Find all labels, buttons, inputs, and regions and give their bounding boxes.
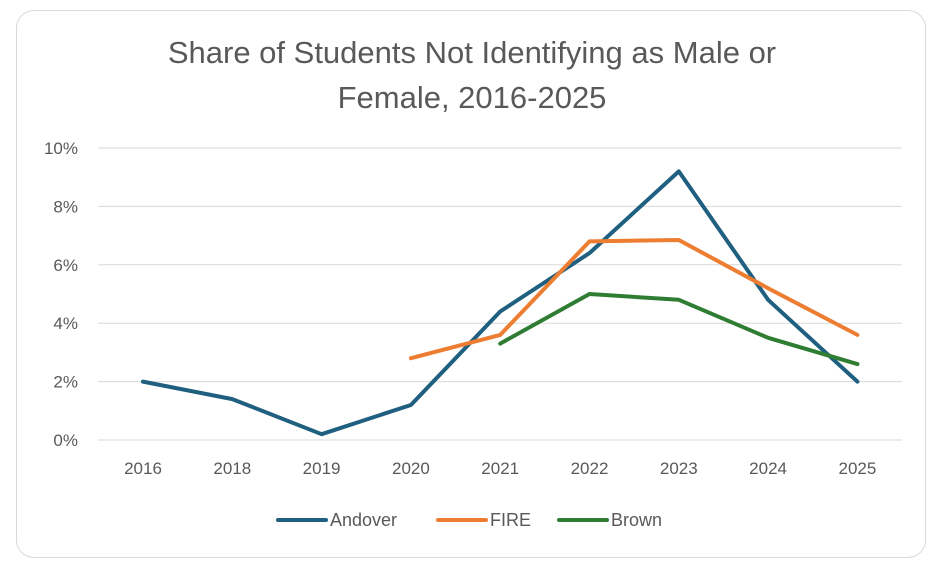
y-tick-label: 10% <box>44 139 78 158</box>
x-tick-label: 2021 <box>481 459 519 478</box>
x-tick-label: 2025 <box>838 459 876 478</box>
line-chart: 0% 2% 4% 6% 8% 10% 2016 2018 2019 2020 2021 2022 202… <box>0 0 944 578</box>
legend-label-andover: Andover <box>330 510 397 530</box>
y-tick-label: 8% <box>53 197 78 216</box>
x-tick-label: 2019 <box>303 459 341 478</box>
y-tick-label: 4% <box>53 314 78 333</box>
x-tick-label: 2024 <box>749 459 787 478</box>
series-line-brown <box>500 294 857 364</box>
y-tick-label: 2% <box>53 373 78 392</box>
y-tick-label: 0% <box>53 431 78 450</box>
y-tick-label: 6% <box>53 256 78 275</box>
x-tick-label: 2016 <box>124 459 162 478</box>
legend-label-brown: Brown <box>611 510 662 530</box>
x-tick-label: 2022 <box>571 459 609 478</box>
legend-label-fire: FIRE <box>490 510 531 530</box>
series-line-andover <box>143 171 857 434</box>
x-tick-label: 2020 <box>392 459 430 478</box>
series-line-fire <box>411 240 858 358</box>
x-tick-label: 2018 <box>213 459 251 478</box>
x-tick-label: 2023 <box>660 459 698 478</box>
